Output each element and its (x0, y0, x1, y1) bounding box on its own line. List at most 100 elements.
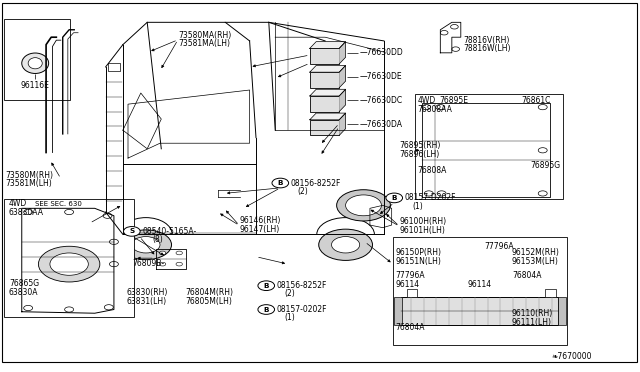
Circle shape (272, 178, 289, 188)
Circle shape (440, 31, 448, 35)
Text: 63830AA: 63830AA (9, 208, 44, 217)
Text: (8): (8) (152, 235, 163, 244)
Circle shape (24, 209, 33, 215)
Text: 76808AA: 76808AA (417, 105, 452, 114)
Text: 76809B-: 76809B- (132, 259, 164, 268)
Text: 63831(LH): 63831(LH) (127, 297, 167, 306)
Circle shape (159, 262, 166, 266)
Text: 73580MA(RH): 73580MA(RH) (178, 31, 231, 40)
Ellipse shape (22, 53, 49, 74)
Circle shape (50, 253, 88, 275)
Text: S: S (129, 228, 134, 234)
Circle shape (346, 195, 381, 216)
Bar (310, 48, 339, 64)
Text: 96147(LH): 96147(LH) (239, 225, 280, 234)
Circle shape (424, 191, 433, 196)
Circle shape (109, 262, 118, 267)
Circle shape (65, 307, 74, 312)
Text: 4WD: 4WD (417, 96, 436, 105)
Circle shape (386, 193, 403, 203)
Text: 08157-0202F: 08157-0202F (276, 305, 327, 314)
Circle shape (337, 190, 390, 221)
Circle shape (258, 281, 275, 291)
Text: B: B (264, 307, 269, 312)
Bar (394, 297, 402, 325)
Text: 73581MA(LH): 73581MA(LH) (178, 39, 230, 48)
Polygon shape (339, 65, 346, 88)
Circle shape (124, 227, 140, 236)
Text: B: B (392, 195, 397, 201)
Text: —76630DC: —76630DC (360, 96, 403, 105)
Circle shape (437, 191, 446, 196)
Circle shape (332, 237, 360, 253)
Circle shape (104, 305, 113, 310)
Bar (310, 72, 339, 88)
Circle shape (538, 148, 547, 153)
Polygon shape (339, 113, 346, 135)
Circle shape (319, 229, 372, 260)
Text: 76896(LH): 76896(LH) (399, 150, 440, 159)
Text: 96101H(LH): 96101H(LH) (399, 226, 445, 235)
Text: 96110(RH): 96110(RH) (512, 309, 553, 318)
Text: ❧7670000: ❧7670000 (552, 352, 592, 361)
Circle shape (538, 191, 547, 196)
Text: 76861C: 76861C (522, 96, 551, 105)
Text: 96150P(RH): 96150P(RH) (396, 248, 442, 257)
Circle shape (451, 25, 458, 29)
Bar (310, 120, 339, 135)
Circle shape (132, 237, 160, 253)
Text: 76804A: 76804A (396, 323, 425, 332)
Bar (4, 19, 70, 100)
Bar (310, 96, 339, 112)
Text: 76805M(LH): 76805M(LH) (186, 297, 232, 306)
Text: 96152M(RH): 96152M(RH) (512, 248, 560, 257)
Text: 96151N(LH): 96151N(LH) (396, 257, 442, 266)
Text: 76895(RH): 76895(RH) (399, 141, 441, 150)
Bar (393, 237, 567, 345)
Text: 76895E: 76895E (439, 96, 468, 105)
Bar (4, 199, 134, 317)
Polygon shape (339, 42, 346, 64)
Text: (2): (2) (285, 289, 296, 298)
Polygon shape (339, 89, 346, 112)
Bar (407, 289, 417, 297)
Text: —76630DD: —76630DD (360, 48, 403, 57)
Circle shape (436, 105, 445, 110)
Text: 96114: 96114 (467, 280, 492, 289)
Text: 08156-8252F: 08156-8252F (291, 179, 341, 187)
Bar (545, 289, 556, 297)
Text: 77796A: 77796A (484, 242, 513, 251)
Circle shape (176, 262, 182, 266)
Text: 73580M(RH): 73580M(RH) (5, 171, 53, 180)
Text: 76804A: 76804A (512, 271, 541, 280)
Text: B: B (278, 180, 283, 186)
Ellipse shape (28, 58, 42, 69)
Circle shape (109, 239, 118, 244)
Circle shape (38, 246, 100, 282)
Circle shape (538, 105, 547, 110)
Polygon shape (310, 113, 346, 120)
Polygon shape (310, 65, 346, 72)
Text: 96153M(LH): 96153M(LH) (512, 257, 559, 266)
Text: 63830(RH): 63830(RH) (127, 288, 168, 297)
Circle shape (422, 105, 431, 110)
Text: 76865G: 76865G (9, 279, 39, 288)
Polygon shape (310, 89, 346, 96)
Text: (2): (2) (298, 187, 308, 196)
Circle shape (103, 213, 112, 218)
Text: 77796A: 77796A (396, 271, 425, 280)
Text: 96111(LH): 96111(LH) (512, 318, 552, 327)
Text: 76895G: 76895G (530, 161, 560, 170)
Polygon shape (310, 42, 346, 48)
Bar (401, 297, 558, 325)
Bar (415, 94, 563, 199)
Text: 78816V(RH): 78816V(RH) (463, 36, 509, 45)
Circle shape (65, 209, 74, 215)
Text: B: B (264, 283, 269, 289)
Text: 08156-8252F: 08156-8252F (276, 281, 327, 290)
Text: 96100H(RH): 96100H(RH) (399, 217, 447, 226)
Circle shape (159, 251, 166, 255)
Circle shape (24, 305, 33, 311)
Text: 4WD: 4WD (9, 199, 28, 208)
Text: 08157-D202F: 08157-D202F (404, 193, 456, 202)
